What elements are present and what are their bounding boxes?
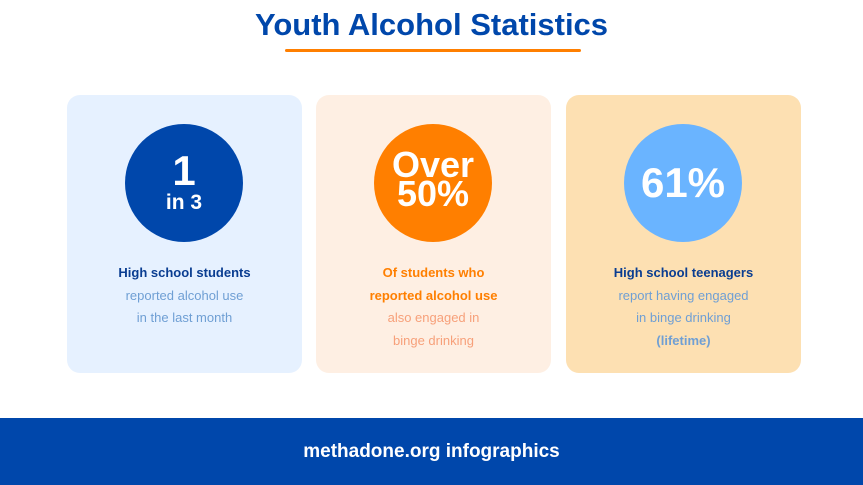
stat-circle: 1 in 3 bbox=[125, 124, 243, 242]
card-text: also engaged in bbox=[387, 310, 480, 325]
stat-card-1: 1 in 3 High school students reported alc… bbox=[67, 95, 302, 373]
stat-circle: 61% bbox=[624, 124, 742, 242]
page-title: Youth Alcohol Statistics bbox=[254, 7, 609, 42]
stat-main: Over bbox=[391, 144, 475, 185]
card-text: in binge drinking bbox=[636, 310, 731, 325]
card-text: binge drinking bbox=[393, 332, 474, 348]
card-heading: Of students who bbox=[382, 265, 485, 280]
stat-main: 61% bbox=[640, 159, 726, 206]
card-heading: High school students bbox=[118, 265, 251, 280]
stat-card-3: 61% High school teenagers report having … bbox=[566, 95, 801, 373]
footer: methadone.org infographics bbox=[0, 418, 863, 485]
card-text: (lifetime) bbox=[656, 332, 711, 348]
card-heading: High school teenagers bbox=[613, 265, 754, 280]
card-heading: reported alcohol use bbox=[369, 287, 498, 303]
card-text: reported alcohol use bbox=[125, 287, 244, 303]
card-text: report having engaged bbox=[618, 287, 749, 303]
stat-card-2: Over 50% Of students who reported alcoho… bbox=[316, 95, 551, 373]
stat-circle: Over 50% bbox=[374, 124, 492, 242]
card-text: in the last month bbox=[136, 310, 233, 325]
stat-sub: 50% bbox=[396, 173, 470, 214]
stat-sub: in 3 bbox=[165, 191, 203, 214]
title-underline bbox=[285, 49, 581, 52]
stat-main: 1 bbox=[172, 147, 196, 194]
